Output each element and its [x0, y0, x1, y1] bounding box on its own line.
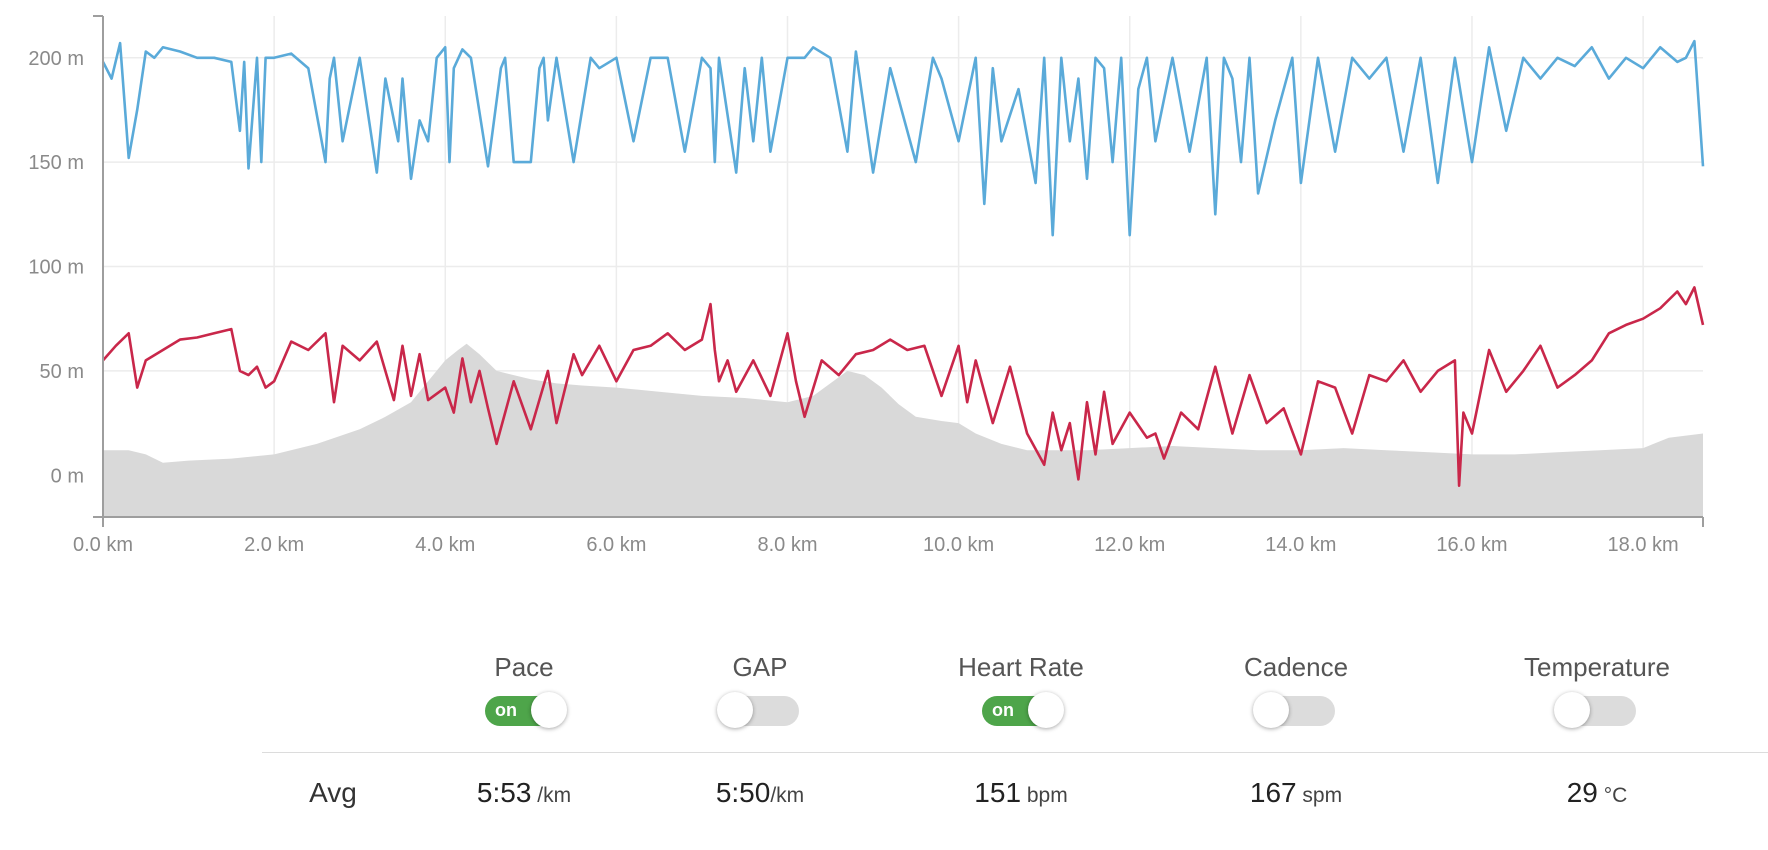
toggle-pace: Pace on [404, 650, 644, 728]
heart-rate-switch[interactable]: on [982, 692, 1064, 728]
avg-heart-rate: 151 bpm [891, 770, 1151, 821]
avg-label: Avg [309, 777, 357, 808]
avg-value: 5:50 [715, 777, 771, 808]
switch-knob [1028, 692, 1064, 728]
toggle-heart-rate: Heart Rate on [901, 650, 1141, 728]
pace-switch[interactable]: on [485, 692, 567, 728]
y-tick-label: 100 m [28, 257, 84, 279]
avg-gap: 5:50/km [630, 770, 890, 821]
y-axis-labels: 0 m 50 m 100 m 150 m 200 m [28, 48, 84, 488]
avg-value: 151 [974, 777, 1022, 808]
elevation-area [103, 343, 1703, 517]
x-tick-label: 0.0 km [73, 534, 133, 556]
avg-value: 167 [1249, 777, 1297, 808]
pace-line [101, 39, 1705, 237]
switch-knob [1554, 692, 1590, 728]
x-tick-label: 6.0 km [586, 534, 646, 556]
x-tick-label: 10.0 km [923, 534, 994, 556]
toggle-label: GAP [732, 652, 788, 682]
activity-chart: 0 m 50 m 100 m 150 m 200 m 0.0 km 2.0 km 4.0 k… [28, 15, 1705, 556]
toggle-cadence: Cadence on [1176, 650, 1416, 728]
y-tick-label: 50 m [40, 361, 84, 383]
x-tick-label: 18.0 km [1608, 534, 1679, 556]
x-tick-label: 14.0 km [1265, 534, 1336, 556]
avg-temperature: 29 °C [1467, 770, 1727, 821]
toggle-label: Pace [494, 652, 554, 682]
toggle-gap: GAP on [640, 650, 880, 728]
avg-unit: spm [1296, 784, 1343, 807]
summary-row: Avg 5:53 /km 5:50/km 151 bpm 167 spm 29 … [0, 770, 1768, 820]
switch-knob [531, 692, 567, 728]
avg-unit: /km [770, 784, 805, 807]
y-tick-label: 150 m [28, 152, 84, 174]
switch-on-text: on [495, 700, 517, 720]
avg-unit: bpm [1021, 784, 1068, 807]
heart-rate-line [102, 286, 1705, 487]
avg-unit: /km [531, 784, 572, 807]
y-tick-label: 0 m [51, 465, 84, 487]
metric-toggles: Pace on GAP on Heart Rate on Cadence on … [0, 650, 1768, 760]
y-tick-label: 200 m [28, 48, 84, 70]
switch-knob [1253, 692, 1289, 728]
toggle-label: Cadence [1243, 652, 1349, 682]
toggle-temperature: Temperature on [1477, 650, 1717, 728]
x-tick-label: 16.0 km [1436, 534, 1507, 556]
avg-value: 5:53 [476, 777, 532, 808]
avg-value: 29 [1566, 777, 1598, 808]
summary-divider [262, 752, 1768, 753]
x-tick-label: 12.0 km [1094, 534, 1165, 556]
x-axis-labels: 0.0 km 2.0 km 4.0 km 6.0 km 8.0 km 10.0 km 12.… [73, 534, 1679, 556]
x-tick-label: 2.0 km [244, 534, 304, 556]
gap-switch[interactable]: on [717, 692, 799, 728]
switch-knob [717, 692, 753, 728]
avg-unit: °C [1597, 784, 1628, 807]
switch-on-text: on [992, 700, 1014, 720]
cadence-switch[interactable]: on [1253, 692, 1335, 728]
x-tick-label: 4.0 km [415, 534, 475, 556]
x-tick-label: 8.0 km [757, 534, 817, 556]
temperature-switch[interactable]: on [1554, 692, 1636, 728]
toggle-label: Heart Rate [958, 652, 1084, 682]
avg-cadence: 167 spm [1166, 770, 1426, 821]
toggle-label: Temperature [1524, 652, 1670, 682]
chart-axes [93, 15, 1704, 527]
avg-pace: 5:53 /km [394, 770, 654, 821]
